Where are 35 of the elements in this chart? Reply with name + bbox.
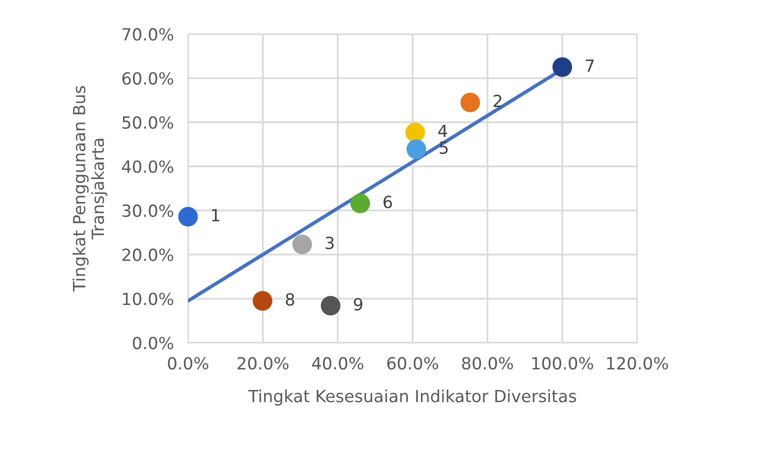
y-tick-label: 20.0% (122, 248, 174, 262)
point (178, 206, 198, 226)
point (252, 291, 272, 311)
y-tick-label: 40.0% (122, 160, 174, 173)
point (552, 57, 572, 77)
point (406, 139, 426, 159)
x-tick-label: 20.0% (238, 356, 288, 370)
x-tick-label: 0.0% (168, 356, 208, 370)
y-axis-title: Tingkat Penggunaan Bus Transjakarta (72, 86, 108, 292)
annotation: 6 (384, 196, 392, 208)
y-tick-label: 60.0% (122, 72, 174, 85)
x-tick-label: 120.0% (607, 356, 668, 370)
annotation: 7 (586, 60, 594, 72)
y-tick-label: 70.0% (122, 28, 174, 41)
x-axis-title: Tingkat Kesesuaian Indikator Diversitas (248, 389, 576, 406)
point (350, 194, 370, 214)
y-tick-label: 0.0% (132, 336, 174, 350)
x-tick-label: 100.0% (532, 356, 594, 370)
annotation: 5 (440, 142, 448, 154)
y-tick-label: 30.0% (122, 204, 174, 218)
x-tick-label: 60.0% (387, 356, 438, 370)
annotation: 9 (354, 298, 362, 311)
annotation: 2 (494, 94, 502, 108)
point (292, 234, 312, 254)
annotation: 1 (212, 209, 220, 222)
x-tick-label: 40.0% (312, 356, 364, 370)
annotation: 8 (286, 293, 294, 306)
point (460, 92, 480, 112)
x-tick-label: 80.0% (462, 356, 513, 370)
point (320, 296, 340, 316)
point (405, 122, 426, 142)
y-tick-label: 10.0% (123, 292, 174, 306)
y-tick-label: 50.0% (122, 116, 174, 129)
annotation: 3 (326, 236, 334, 250)
annotation: 4 (438, 124, 448, 137)
